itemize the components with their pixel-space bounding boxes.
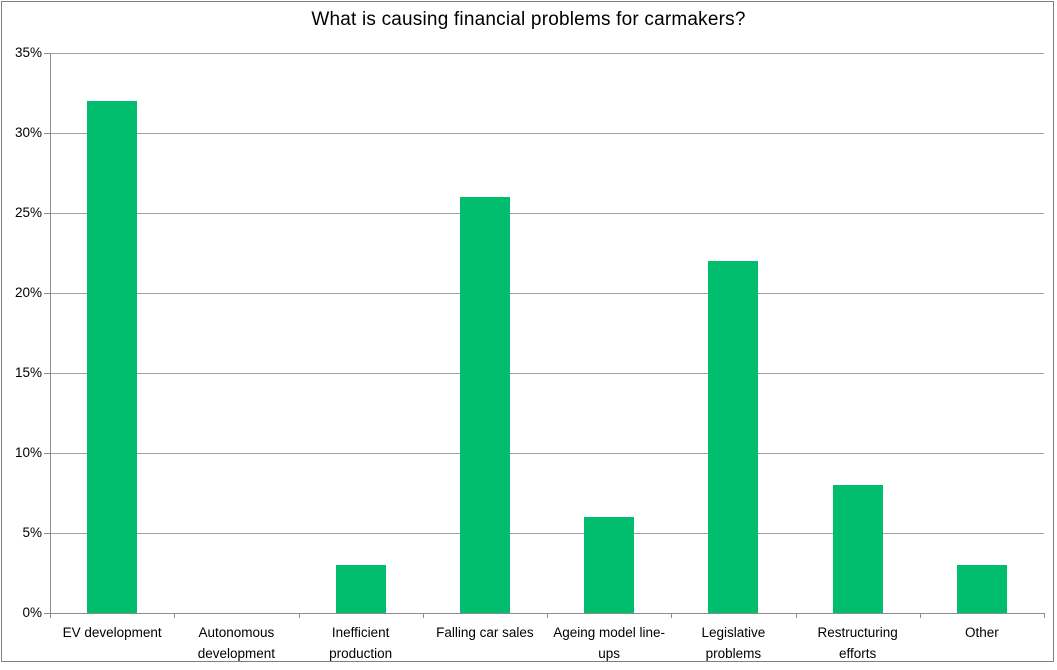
bar-ev-development	[87, 101, 138, 613]
x-label-ev-development: EV development	[62, 625, 162, 640]
y-tick-label-5: 5%	[22, 525, 42, 540]
x-label-autonomous-development: Autonomous development	[197, 625, 276, 661]
gridline-20	[50, 293, 1044, 294]
x-tick-4	[547, 613, 548, 618]
y-tick-label-10: 10%	[14, 445, 42, 460]
x-tick-7	[919, 613, 921, 618]
y-tick-20	[44, 293, 50, 294]
y-axis-line	[50, 53, 51, 618]
x-tick-1	[174, 613, 176, 618]
y-tick-10	[44, 453, 50, 454]
y-tick-30	[44, 133, 50, 134]
y-tick-label-35: 35%	[14, 45, 42, 60]
x-label-inefficient-production: Inefficient production	[329, 625, 393, 661]
gridline-10	[50, 453, 1044, 454]
bar-legislative-problems	[708, 261, 759, 613]
bar-inefficient-production	[335, 565, 386, 613]
bar-ageing-model-line-ups	[584, 517, 635, 613]
gridline-30	[50, 133, 1044, 134]
x-tick-2	[298, 613, 300, 618]
x-label-restructuring-efforts: Restructuring efforts	[817, 625, 898, 661]
y-tick-label-30: 30%	[14, 125, 42, 140]
x-label-ageing-model-line-ups: Ageing model line-ups	[553, 625, 666, 661]
x-tick-0	[50, 613, 51, 618]
gridline-35	[50, 53, 1044, 54]
y-tick-label-25: 25%	[14, 205, 42, 220]
gridline-15	[50, 373, 1044, 374]
y-tick-35	[44, 53, 50, 54]
gridline-5	[50, 533, 1044, 534]
x-label-falling-car-sales: Falling car sales	[436, 625, 534, 640]
bar-falling-car-sales	[459, 197, 510, 613]
x-tick-5	[671, 613, 673, 618]
x-label-legislative-problems: Legislative problems	[701, 625, 766, 661]
chart-title: What is causing financial problems for c…	[311, 9, 746, 30]
y-tick-label-0: 0%	[22, 605, 42, 620]
gridline-25	[50, 213, 1044, 214]
y-tick-label-20: 20%	[14, 285, 42, 300]
x-label-other: Other	[964, 625, 999, 640]
y-tick-0	[44, 613, 50, 614]
bar-restructuring-efforts	[832, 485, 883, 613]
bar-other	[956, 565, 1007, 613]
y-tick-15	[44, 373, 50, 374]
x-tick-8	[1044, 613, 1045, 618]
y-tick-5	[44, 533, 50, 534]
y-tick-label-15: 15%	[14, 365, 42, 380]
x-tick-3	[422, 613, 424, 618]
x-tick-6	[795, 613, 797, 618]
y-tick-25	[44, 213, 50, 214]
